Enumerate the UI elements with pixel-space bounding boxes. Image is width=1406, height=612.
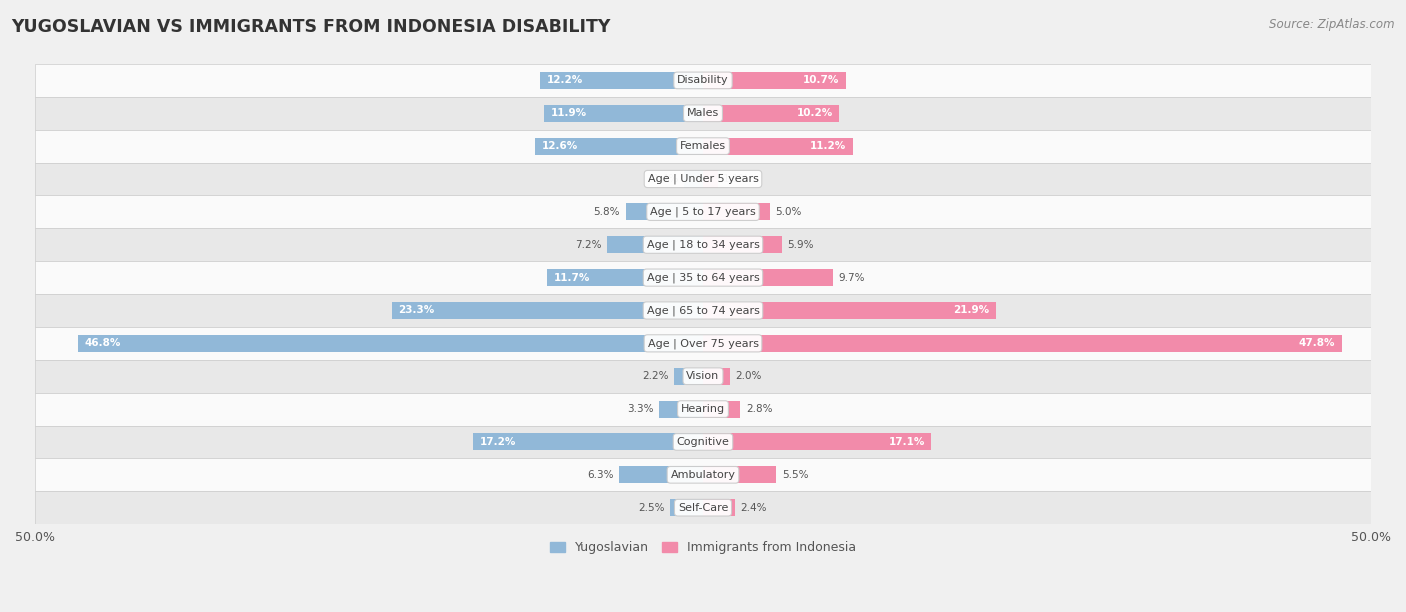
Bar — [703, 433, 931, 450]
Text: 9.7%: 9.7% — [838, 272, 865, 283]
Text: 5.8%: 5.8% — [593, 207, 620, 217]
Text: 10.2%: 10.2% — [796, 108, 832, 118]
Bar — [540, 72, 703, 89]
Text: Age | 18 to 34 years: Age | 18 to 34 years — [647, 239, 759, 250]
Text: 11.9%: 11.9% — [551, 108, 586, 118]
Text: 17.2%: 17.2% — [479, 437, 516, 447]
Text: 6.3%: 6.3% — [586, 470, 613, 480]
Text: 7.2%: 7.2% — [575, 240, 602, 250]
Bar — [35, 64, 1371, 97]
Text: 5.5%: 5.5% — [782, 470, 808, 480]
Text: 2.2%: 2.2% — [641, 371, 668, 381]
Bar — [392, 302, 703, 319]
Bar — [35, 261, 1371, 294]
Bar — [35, 425, 1371, 458]
Text: Source: ZipAtlas.com: Source: ZipAtlas.com — [1270, 18, 1395, 31]
Bar — [544, 105, 703, 122]
Text: YUGOSLAVIAN VS IMMIGRANTS FROM INDONESIA DISABILITY: YUGOSLAVIAN VS IMMIGRANTS FROM INDONESIA… — [11, 18, 610, 36]
Bar — [35, 327, 1371, 360]
Text: Age | Under 5 years: Age | Under 5 years — [648, 174, 758, 184]
Bar — [474, 433, 703, 450]
Text: Age | 5 to 17 years: Age | 5 to 17 years — [650, 207, 756, 217]
Bar — [35, 294, 1371, 327]
Bar — [703, 302, 995, 319]
Text: 5.0%: 5.0% — [775, 207, 801, 217]
Text: 2.5%: 2.5% — [638, 502, 664, 513]
Bar — [35, 228, 1371, 261]
Text: 2.4%: 2.4% — [741, 502, 766, 513]
Bar — [35, 491, 1371, 524]
Bar — [607, 236, 703, 253]
Text: Females: Females — [681, 141, 725, 151]
Bar — [547, 269, 703, 286]
Bar — [703, 335, 1341, 352]
Bar — [703, 466, 776, 483]
Bar — [77, 335, 703, 352]
Bar — [669, 499, 703, 517]
Bar — [35, 393, 1371, 425]
Bar — [534, 138, 703, 155]
Bar — [703, 269, 832, 286]
Bar — [35, 97, 1371, 130]
Text: 11.7%: 11.7% — [554, 272, 589, 283]
Text: Males: Males — [688, 108, 718, 118]
Text: Age | 65 to 74 years: Age | 65 to 74 years — [647, 305, 759, 316]
Text: 46.8%: 46.8% — [84, 338, 121, 348]
Bar — [703, 138, 852, 155]
Text: Disability: Disability — [678, 75, 728, 86]
Text: Ambulatory: Ambulatory — [671, 470, 735, 480]
Bar — [626, 203, 703, 220]
Text: 12.2%: 12.2% — [547, 75, 583, 86]
Text: Self-Care: Self-Care — [678, 502, 728, 513]
Bar — [703, 368, 730, 385]
Bar — [703, 203, 770, 220]
Text: 2.0%: 2.0% — [735, 371, 762, 381]
Text: 12.6%: 12.6% — [541, 141, 578, 151]
Bar — [703, 72, 846, 89]
Bar — [703, 499, 735, 517]
Text: Vision: Vision — [686, 371, 720, 381]
Text: 1.4%: 1.4% — [652, 174, 679, 184]
Bar — [35, 195, 1371, 228]
Bar — [35, 360, 1371, 393]
Bar — [35, 163, 1371, 195]
Bar — [703, 171, 717, 187]
Bar — [619, 466, 703, 483]
Text: 2.8%: 2.8% — [745, 404, 772, 414]
Text: 17.1%: 17.1% — [889, 437, 925, 447]
Bar — [659, 400, 703, 417]
Text: Hearing: Hearing — [681, 404, 725, 414]
Text: 3.3%: 3.3% — [627, 404, 654, 414]
Text: 5.9%: 5.9% — [787, 240, 814, 250]
Bar — [35, 458, 1371, 491]
Text: Age | 35 to 64 years: Age | 35 to 64 years — [647, 272, 759, 283]
Text: 23.3%: 23.3% — [398, 305, 434, 315]
Bar — [673, 368, 703, 385]
Bar — [703, 236, 782, 253]
Text: 21.9%: 21.9% — [953, 305, 988, 315]
Bar — [703, 400, 741, 417]
Text: 47.8%: 47.8% — [1298, 338, 1334, 348]
Bar — [685, 171, 703, 187]
Legend: Yugoslavian, Immigrants from Indonesia: Yugoslavian, Immigrants from Indonesia — [546, 536, 860, 559]
Bar — [703, 105, 839, 122]
Bar — [35, 130, 1371, 163]
Text: Age | Over 75 years: Age | Over 75 years — [648, 338, 758, 349]
Text: Cognitive: Cognitive — [676, 437, 730, 447]
Text: 11.2%: 11.2% — [810, 141, 846, 151]
Text: 1.1%: 1.1% — [723, 174, 749, 184]
Text: 10.7%: 10.7% — [803, 75, 839, 86]
